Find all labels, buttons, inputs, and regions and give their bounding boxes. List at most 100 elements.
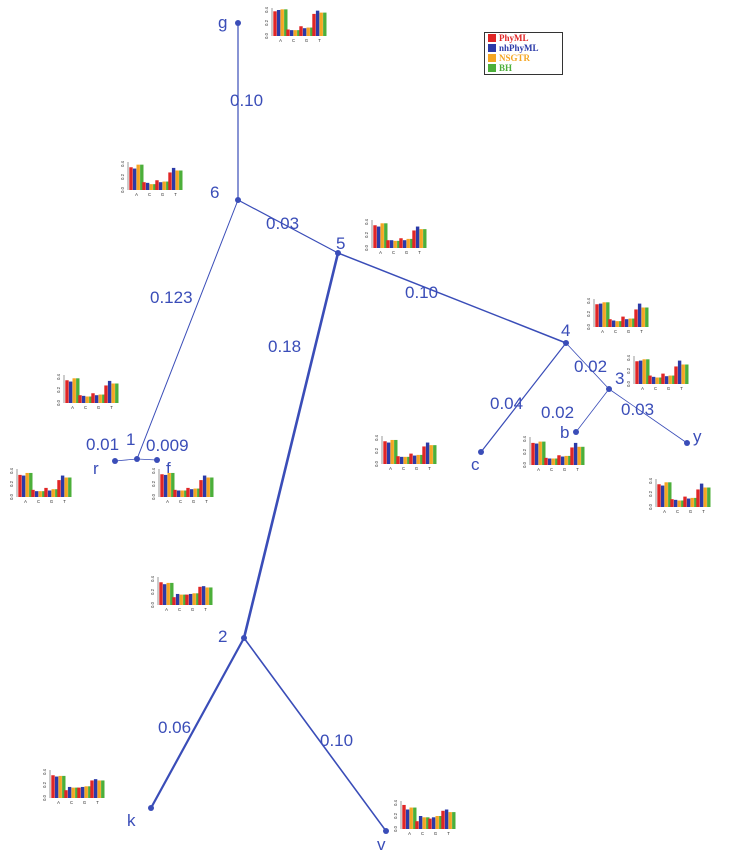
- bar-4-A-NSGTR: [602, 302, 606, 327]
- bar-g-C-nhPhyML: [289, 30, 294, 36]
- bar-4-T-nhPhyML: [637, 303, 642, 327]
- x-tick-label: A: [663, 509, 666, 514]
- y-tick-label: 0.0: [626, 380, 631, 386]
- x-tick-label: A: [24, 499, 27, 504]
- x-tick-label: G: [50, 499, 53, 504]
- x-tick-label: C: [654, 386, 657, 391]
- bar-4-C-BH: [619, 321, 623, 327]
- x-tick-label: A: [166, 499, 169, 504]
- legend-label: NSGTR: [499, 53, 531, 63]
- bar-k-T-BH: [101, 780, 105, 798]
- y-tick-label: 0.0: [151, 493, 156, 499]
- composition-chart-y: 0.0 0.2 0.4 A C G T: [648, 477, 711, 514]
- bar-r-C-nhPhyML: [34, 491, 39, 497]
- bar-b-A-PhyML: [531, 442, 535, 465]
- bar-5-A-nhPhyML: [376, 226, 381, 248]
- bar-f-T-PhyML: [199, 480, 203, 497]
- bar-2-A-BH: [170, 582, 174, 605]
- bar-2-T-nhPhyML: [201, 586, 206, 605]
- bar-f-G-BH: [197, 488, 201, 497]
- node-2: [241, 635, 247, 641]
- bar-k-C-BH: [75, 787, 79, 798]
- edge-length-label: 0.03: [266, 214, 299, 233]
- bar-f-A-PhyML: [160, 474, 164, 497]
- legend-swatch: [488, 34, 496, 42]
- bar-6-G-BH: [166, 181, 170, 190]
- bar-r-A-BH: [29, 472, 33, 497]
- y-tick-label: 0.0: [586, 323, 591, 329]
- bar-1-A-nhPhyML: [68, 381, 73, 403]
- bar-r-A-nhPhyML: [21, 475, 26, 497]
- bar-b-A-BH: [542, 441, 546, 465]
- legend-swatch: [488, 54, 496, 62]
- legend-item-nhphyml: nhPhyML: [485, 43, 562, 53]
- bar-4-A-PhyML: [595, 304, 599, 327]
- y-tick-label: 0.0: [150, 601, 155, 607]
- bar-6-T-NSGTR: [175, 170, 179, 190]
- node-label-g: g: [218, 13, 227, 32]
- bar-c-T-PhyML: [422, 446, 426, 464]
- bar-k-T-PhyML: [90, 780, 94, 798]
- bar-1-C-nhPhyML: [81, 395, 86, 403]
- y-tick-label: 0.2: [151, 480, 156, 486]
- bar-6-A-PhyML: [129, 167, 133, 190]
- node-v: [383, 828, 389, 834]
- y-tick-label: 0.4: [374, 434, 379, 440]
- x-tick-label: C: [179, 499, 182, 504]
- bar-k-G-NSGTR: [84, 786, 88, 798]
- legend: PhyML nhPhyML NSGTR BH: [484, 32, 563, 75]
- bar-6-C-NSGTR: [149, 184, 153, 190]
- x-tick-label: A: [379, 250, 382, 255]
- edge-length-label: 0.10: [230, 91, 263, 110]
- node-label-5: 5: [336, 234, 345, 253]
- node-label-y: y: [693, 427, 702, 446]
- node-g: [235, 20, 241, 26]
- bar-f-T-nhPhyML: [202, 475, 207, 497]
- x-tick-label: T: [174, 192, 177, 197]
- bar-r-C-PhyML: [31, 489, 35, 497]
- bar-k-T-NSGTR: [97, 780, 101, 798]
- legend-item-nsgtr: NSGTR: [485, 53, 562, 63]
- bar-3-C-PhyML: [648, 375, 652, 384]
- bar-c-G-BH: [420, 454, 424, 464]
- bar-f-C-BH: [184, 490, 188, 497]
- x-tick-label: T: [110, 405, 113, 410]
- bar-3-G-NSGTR: [668, 375, 672, 384]
- composition-chart-1: 0.0 0.2 0.4 A C G T: [56, 373, 119, 410]
- bar-1-C-PhyML: [78, 395, 82, 403]
- node-label-3: 3: [615, 369, 624, 388]
- y-tick-label: 0.2: [150, 588, 155, 594]
- bar-y-C-nhPhyML: [673, 499, 678, 507]
- y-tick-label: 0.2: [42, 781, 47, 787]
- x-tick-label: G: [97, 405, 100, 410]
- node-label-b: b: [560, 423, 569, 442]
- node-label-r: r: [93, 459, 99, 478]
- x-tick-label: A: [389, 466, 392, 471]
- bar-g-C-NSGTR: [293, 30, 297, 36]
- bar-k-C-PhyML: [64, 790, 68, 798]
- edge-2-k: [149, 636, 246, 810]
- bar-v-A-nhPhyML: [405, 809, 410, 829]
- y-tick-label: 0.4: [264, 6, 269, 12]
- bar-5-T-NSGTR: [419, 229, 423, 248]
- bar-4-G-PhyML: [621, 316, 625, 327]
- x-tick-label: C: [292, 38, 295, 43]
- composition-chart-v: 0.0 0.2 0.4 A C G T: [393, 799, 456, 836]
- bar-f-T-BH: [210, 477, 214, 497]
- x-tick-label: T: [428, 466, 431, 471]
- node-6: [235, 197, 241, 203]
- bar-6-A-BH: [140, 164, 144, 190]
- bar-b-G-PhyML: [557, 455, 561, 465]
- bar-3-T-NSGTR: [681, 364, 685, 384]
- node-r: [112, 458, 118, 464]
- bar-3-G-PhyML: [661, 373, 665, 384]
- bar-4-A-BH: [606, 302, 610, 327]
- x-tick-label: C: [392, 250, 395, 255]
- bar-y-T-nhPhyML: [699, 483, 704, 507]
- bar-r-A-NSGTR: [25, 472, 29, 497]
- bar-r-G-nhPhyML: [47, 490, 52, 497]
- bar-y-T-PhyML: [696, 489, 700, 507]
- x-tick-label: T: [702, 509, 705, 514]
- bar-y-C-BH: [681, 500, 685, 507]
- x-tick-label: T: [447, 831, 450, 836]
